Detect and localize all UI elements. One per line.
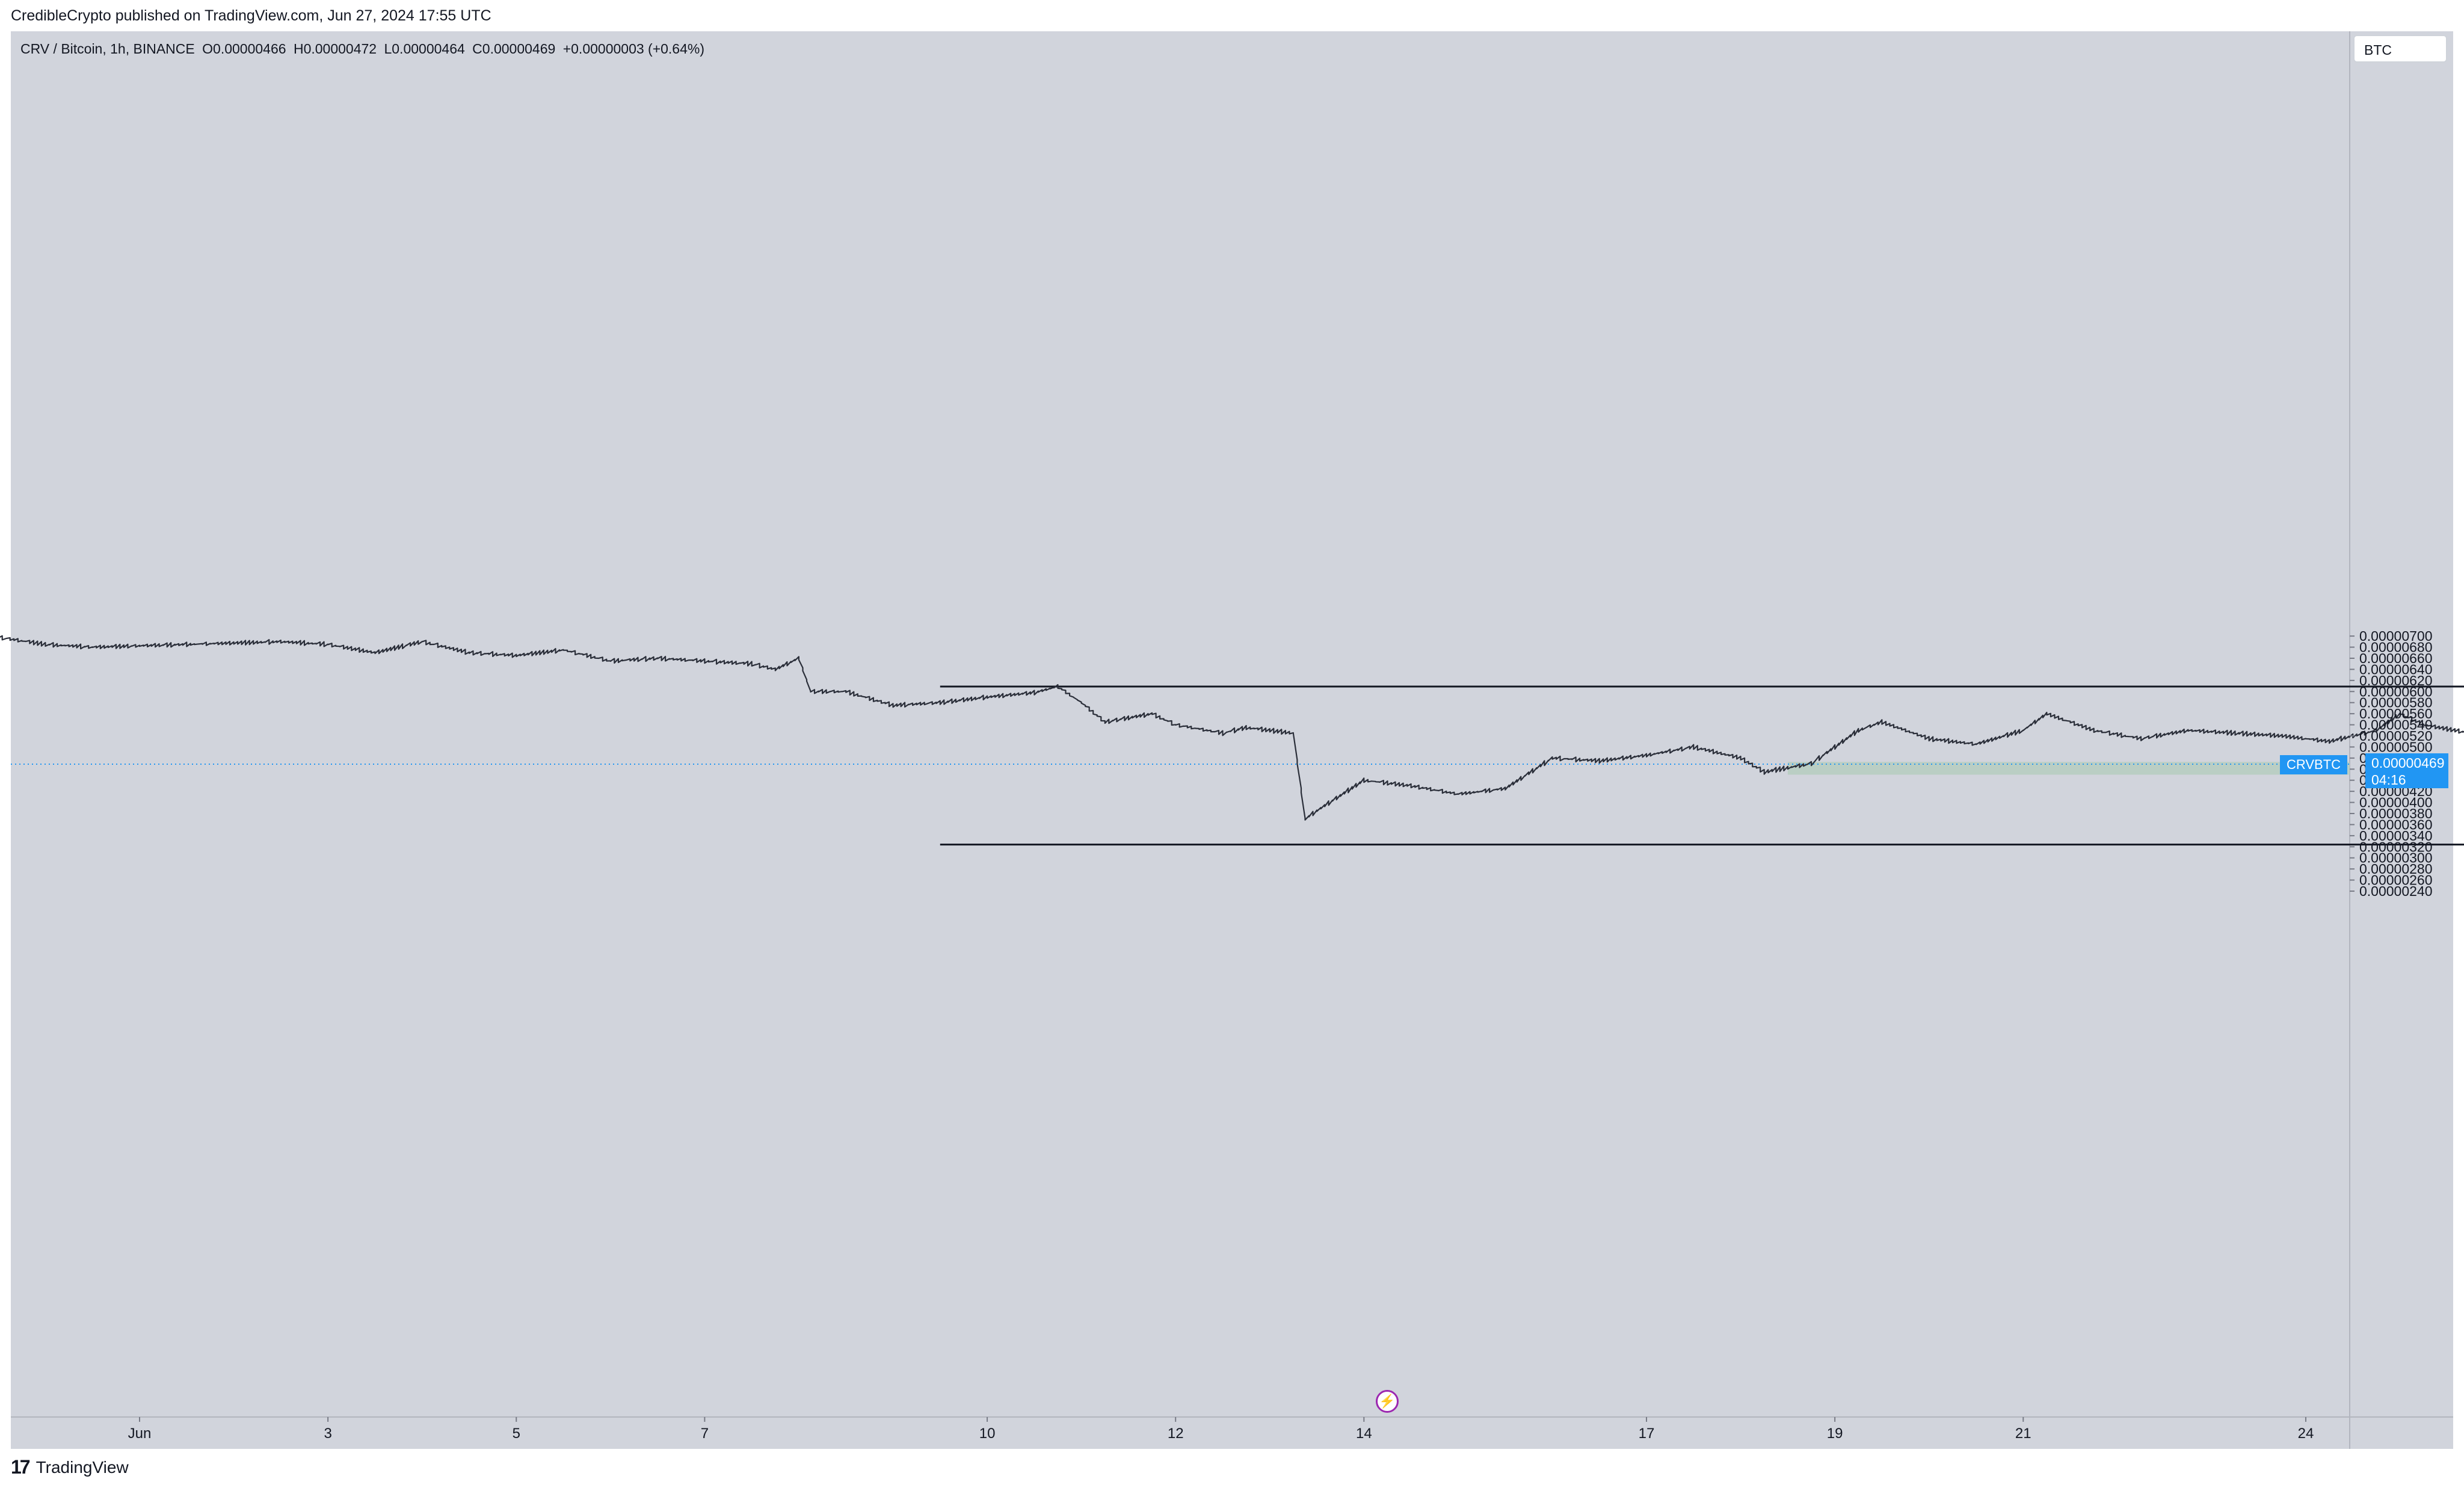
publish-info: published on TradingView.com, Jun 27, 20… — [115, 7, 491, 24]
y-tick-label: 0.00000240 — [2359, 883, 2433, 899]
x-tick-label: 14 — [1356, 1425, 1372, 1442]
close-value: 0.00000469 — [482, 41, 556, 57]
x-tick-label: 21 — [2015, 1425, 2031, 1442]
plot-area[interactable] — [11, 31, 2350, 1417]
publish-banner: CredibleCrypto published on TradingView.… — [11, 7, 491, 25]
y-tick-label: 0.00000540 — [2359, 717, 2433, 733]
tv-brand-name: TradingView — [35, 1457, 129, 1477]
symbol-search-box[interactable]: BTC — [2353, 35, 2447, 63]
y-tick-label: 0.00000500 — [2359, 739, 2433, 755]
x-tick-label: 7 — [701, 1425, 709, 1442]
open-value: 0.00000466 — [213, 41, 286, 57]
y-tick-label: 0.00000400 — [2359, 795, 2433, 810]
x-tick-label: 10 — [979, 1425, 996, 1442]
low-label: L — [384, 41, 392, 57]
x-tick-label: 3 — [324, 1425, 331, 1442]
high-value: 0.00000472 — [303, 41, 377, 57]
x-tick-label: 19 — [1827, 1425, 1843, 1442]
y-tick-label: 0.00000640 — [2359, 661, 2433, 677]
last-price-symbol-tag: CRVBTC — [2280, 755, 2347, 774]
y-tick-label: 0.00000360 — [2359, 817, 2433, 832]
y-tick-label: 0.00000600 — [2359, 684, 2433, 699]
time-axis-panel[interactable] — [11, 1417, 2453, 1449]
y-tick-label: 0.00000340 — [2359, 828, 2433, 844]
y-tick-label: 0.00000620 — [2359, 673, 2433, 688]
y-tick-label: 0.00000660 — [2359, 650, 2433, 666]
y-tick-label: 0.00000520 — [2359, 728, 2433, 744]
x-tick-label: Jun — [128, 1425, 152, 1442]
legend-pair[interactable]: CRV / Bitcoin, 1h, BINANCE — [20, 41, 195, 57]
high-label: H — [293, 41, 304, 57]
y-tick-label: 0.00000320 — [2359, 839, 2433, 854]
y-tick-label: 0.00000700 — [2359, 628, 2433, 644]
y-tick-label: 0.00000260 — [2359, 872, 2433, 888]
lightning-icon[interactable]: ⚡ — [1376, 1390, 1399, 1413]
close-label: C — [472, 41, 482, 57]
x-tick-label: 17 — [1639, 1425, 1655, 1442]
y-tick-label: 0.00000300 — [2359, 850, 2433, 866]
y-tick-label: 0.00000680 — [2359, 640, 2433, 655]
tradingview-logo[interactable]: 17 TradingView — [11, 1456, 129, 1478]
low-value: 0.00000464 — [392, 41, 465, 57]
change-value: +0.00000003 (+0.64%) — [562, 41, 705, 57]
y-tick-label: 0.00000380 — [2359, 806, 2433, 821]
x-tick-label: 12 — [1168, 1425, 1184, 1442]
y-tick-label: 0.00000580 — [2359, 695, 2433, 711]
support-zone[interactable] — [1787, 762, 2350, 775]
x-tick-label: 24 — [2298, 1425, 2314, 1442]
price-series-line[interactable] — [0, 622, 2464, 821]
x-tick-label: 5 — [513, 1425, 520, 1442]
tv-logo-mark: 17 — [11, 1456, 31, 1478]
ohlc-legend: CRV / Bitcoin, 1h, BINANCE O0.00000466 H… — [20, 41, 708, 57]
last-price-value: 0.00000469 — [2371, 755, 2445, 771]
last-price-tag: 0.00000469 04:16 — [2365, 753, 2448, 788]
price-axis-panel[interactable] — [2350, 31, 2453, 1417]
open-label: O — [202, 41, 214, 57]
author-name[interactable]: CredibleCrypto — [11, 7, 111, 24]
y-tick-label: 0.00000560 — [2359, 706, 2433, 721]
y-tick-label: 0.00000280 — [2359, 861, 2433, 877]
bar-countdown: 04:16 — [2371, 772, 2406, 788]
